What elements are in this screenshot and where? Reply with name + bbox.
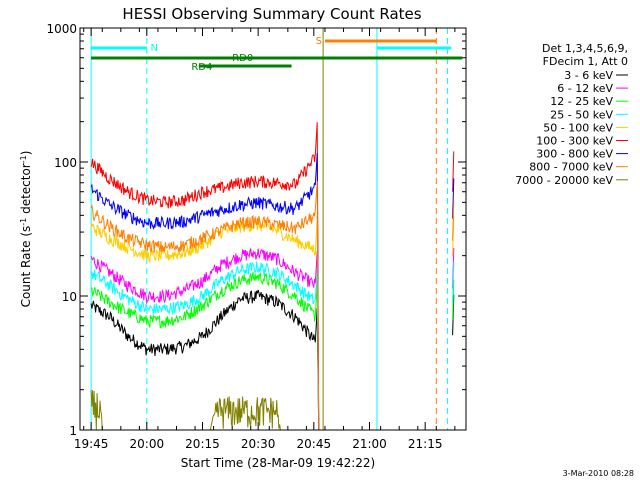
- x-axis-label: Start Time (28-Mar-09 19:42:22): [181, 456, 375, 470]
- x-tick-label: 20:30: [241, 437, 276, 451]
- legend-label-3-6-kev: 3 - 6 keV: [564, 69, 613, 82]
- legend-label-100-300-kev: 100 - 300 keV: [536, 135, 613, 148]
- legend-label-7000-20000-kev: 7000 - 20000 keV: [515, 174, 613, 187]
- flag-label-s: S: [316, 36, 322, 47]
- legend: Det 1,3,4,5,6,9, FDecim 1, Att 0 3 - 6 k…: [515, 42, 628, 187]
- chart-title: HESSI Observing Summary Count Rates: [122, 5, 421, 23]
- flag-label-rd4: RD4: [191, 62, 212, 73]
- y-tick-label: 1000: [46, 22, 77, 36]
- timestamp: 3-Mar-2010 08:28: [563, 469, 634, 478]
- y-tick-label: 100: [54, 156, 77, 170]
- flag-label-rd0: RD0: [232, 53, 253, 64]
- x-tick-label: 20:00: [130, 437, 165, 451]
- series-line-7000-20000-kev: [90, 390, 462, 430]
- legend-label-800-7000-kev: 800 - 7000 keV: [529, 161, 613, 174]
- y-tick-label: 1: [69, 424, 77, 438]
- y-axis-label-sup1: -1: [19, 218, 28, 226]
- series-25-50-kev: [90, 261, 455, 430]
- y-tick-label: 10: [62, 290, 77, 304]
- y-axis-label-main: Count Rate (s: [19, 226, 33, 308]
- legend-label-6-12-kev: 6 - 12 keV: [557, 82, 613, 95]
- legend-label-50-100-kev: 50 - 100 keV: [543, 121, 613, 134]
- y-axis-label-end: ): [19, 151, 33, 156]
- y-axis-label: Count Rate (s-1 detector-1): [19, 151, 34, 308]
- series-line-100-300-kev: [90, 122, 455, 430]
- x-tick-label: 20:15: [185, 437, 220, 451]
- x-tick-label: 21:00: [352, 437, 387, 451]
- series-100-300-kev: [90, 122, 455, 430]
- x-tick-label: 19:45: [74, 437, 109, 451]
- legend-header-line-1: Det 1,3,4,5,6,9,: [542, 42, 628, 55]
- x-tick-label: 20:45: [297, 437, 332, 451]
- series-line-25-50-kev: [90, 261, 455, 430]
- legend-label-25-50-kev: 25 - 50 keV: [550, 108, 613, 121]
- y-axis-label-sup2: -1: [19, 155, 28, 163]
- series-800-7000-kev: [90, 181, 455, 430]
- x-tick-label: 21:15: [408, 437, 443, 451]
- series-line-300-800-kev: [90, 152, 455, 430]
- plot-frame: [79, 27, 467, 431]
- legend-header-line-2: FDecim 1, Att 0: [543, 55, 628, 68]
- series-300-800-kev: [90, 152, 455, 430]
- legend-label-12-25-kev: 12 - 25 keV: [550, 95, 613, 108]
- series-line-800-7000-kev: [90, 181, 455, 430]
- series-line-12-25-kev: [90, 271, 455, 430]
- flag-bars: [91, 39, 463, 68]
- series-7000-20000-kev: [90, 390, 462, 430]
- plot-area: [90, 28, 463, 430]
- y-axis-label-mid: detector: [19, 163, 33, 218]
- series-12-25-kev: [90, 271, 455, 430]
- flag-label-n: N: [151, 43, 158, 54]
- legend-label-300-800-kev: 300 - 800 keV: [536, 148, 613, 161]
